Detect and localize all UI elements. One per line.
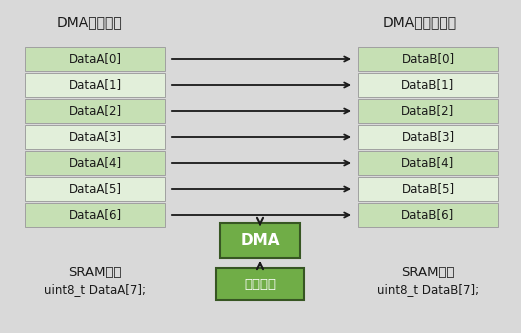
- Text: SRAM数组: SRAM数组: [68, 266, 122, 279]
- Text: DMA外设地址: DMA外设地址: [57, 15, 123, 29]
- Text: SRAM数组: SRAM数组: [401, 266, 455, 279]
- Bar: [25, 151, 165, 175]
- Bar: [220, 223, 300, 258]
- Bar: [25, 125, 165, 149]
- Text: uint8_t DataB[7];: uint8_t DataB[7];: [377, 283, 479, 296]
- Text: DataB[3]: DataB[3]: [402, 131, 454, 144]
- Text: DMA存储器地址: DMA存储器地址: [383, 15, 457, 29]
- Text: DataA[5]: DataA[5]: [68, 182, 121, 195]
- Text: DataB[4]: DataB[4]: [401, 157, 455, 169]
- Bar: [358, 203, 498, 227]
- Bar: [25, 203, 165, 227]
- Bar: [25, 99, 165, 123]
- Text: DataA[4]: DataA[4]: [68, 157, 121, 169]
- Text: DataB[2]: DataB[2]: [401, 105, 455, 118]
- Text: DataB[6]: DataB[6]: [401, 208, 455, 221]
- Bar: [25, 177, 165, 201]
- Text: DataB[1]: DataB[1]: [401, 79, 455, 92]
- Text: DataA[3]: DataA[3]: [68, 131, 121, 144]
- Text: DataB[5]: DataB[5]: [402, 182, 454, 195]
- Text: DataA[2]: DataA[2]: [68, 105, 121, 118]
- Bar: [25, 73, 165, 97]
- Bar: [25, 47, 165, 71]
- Bar: [358, 47, 498, 71]
- Text: DataB[0]: DataB[0]: [402, 53, 454, 66]
- Text: uint8_t DataA[7];: uint8_t DataA[7];: [44, 283, 146, 296]
- Bar: [358, 177, 498, 201]
- Bar: [358, 73, 498, 97]
- Text: DMA: DMA: [240, 233, 280, 248]
- Bar: [216, 268, 304, 300]
- Bar: [358, 125, 498, 149]
- Text: DataA[0]: DataA[0]: [68, 53, 121, 66]
- Text: DataA[1]: DataA[1]: [68, 79, 121, 92]
- Text: DataA[6]: DataA[6]: [68, 208, 121, 221]
- Text: 软件触发: 软件触发: [244, 277, 276, 290]
- Bar: [358, 151, 498, 175]
- Bar: [358, 99, 498, 123]
